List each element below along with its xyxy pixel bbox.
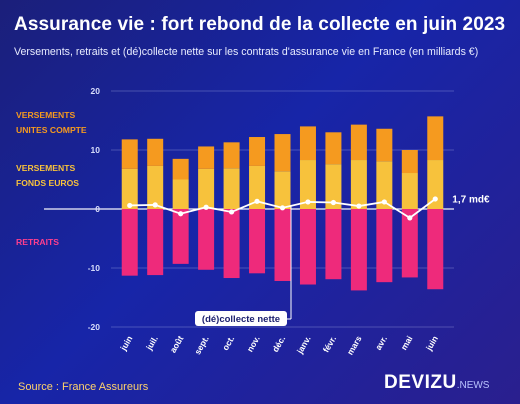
net-collection-point (381, 199, 387, 205)
net-collection-point (356, 203, 362, 209)
net-collection-point (228, 209, 235, 215)
net-collection-point (178, 211, 184, 217)
legend-versements-uc: VERSEMENTS UNITES COMPTE (16, 108, 87, 138)
bar-unites-compte (401, 150, 418, 174)
end-value-label: 1,7 md€ (452, 194, 490, 205)
bar-unites-compte (147, 138, 164, 166)
bar-retraits (325, 209, 342, 280)
bar-unites-compte (299, 126, 316, 161)
legend-versements-fonds-euros: VERSEMENTS FONDS EUROS (16, 161, 79, 191)
y-tick-label: 10 (91, 145, 101, 155)
x-tick-label: juil. (143, 334, 159, 353)
bar-retraits (401, 209, 418, 278)
bar-retraits (350, 209, 367, 291)
net-collection-point (203, 204, 209, 210)
bar-fonds-euros (198, 168, 215, 209)
x-tick-label: janv. (294, 334, 313, 356)
net-collection-point (279, 205, 286, 211)
bar-unites-compte (325, 132, 342, 165)
bar-fonds-euros (121, 168, 138, 209)
bar-retraits (249, 209, 266, 274)
bar-retraits (223, 209, 240, 279)
net-collection-point (432, 196, 438, 202)
bar-retraits (121, 209, 138, 276)
x-tick-label: mai (399, 334, 415, 352)
net-collection-point (127, 202, 133, 209)
legend-fe-line2: FONDS EUROS (16, 178, 80, 188)
net-collection-point (305, 199, 311, 205)
net-collection-point (407, 215, 413, 221)
chart-subtitle: Versements, retraits et (dé)collecte net… (14, 46, 479, 58)
bar-retraits (274, 209, 291, 281)
net-line-layer (127, 196, 438, 221)
bar-fonds-euros (427, 160, 444, 209)
y-tick-label: -20 (88, 322, 101, 332)
bar-retraits (376, 209, 393, 283)
bar-unites-compte (274, 134, 291, 172)
x-tick-label: oct. (220, 334, 236, 352)
bar-unites-compte (198, 146, 215, 169)
bar-retraits (427, 209, 444, 290)
bar-unites-compte (427, 116, 444, 161)
y-tick-label: 20 (91, 86, 101, 96)
brand-suffix: .NEWS (456, 380, 490, 391)
x-tick-label: mars (345, 334, 364, 357)
bar-fonds-euros (249, 165, 266, 209)
legend-uc-line2: UNITES COMPTE (16, 125, 87, 135)
x-tick-label: déc. (270, 334, 287, 354)
brand-logo: DEVIZU.NEWS (384, 372, 489, 394)
grid-layer (44, 90, 454, 328)
callout-label: (dé)collecte nette (202, 314, 280, 325)
bar-retraits (172, 209, 189, 264)
net-collection-point (254, 198, 260, 204)
bar-fonds-euros (325, 164, 342, 209)
x-tick-label: avr. (373, 334, 389, 352)
x-tick-label: juin (423, 334, 440, 353)
bar-fonds-euros (350, 160, 367, 209)
label-layer: 20 10 0 -10 -20 juin juil. août sept. oct. nov. déc… (88, 86, 490, 357)
bar-retraits (147, 209, 164, 276)
net-collection-point (152, 202, 158, 208)
x-tick-label: août (168, 334, 186, 355)
bar-unites-compte (249, 137, 266, 166)
chart-title: Assurance vie : fort rebond de la collec… (14, 14, 506, 35)
bar-fonds-euros (172, 179, 189, 209)
bar-unites-compte (376, 128, 393, 162)
bar-unites-compte (350, 124, 367, 161)
source-note: Source : France Assureurs (18, 381, 149, 393)
legend-fe-line1: VERSEMENTS (16, 163, 76, 173)
brand-name: DEVIZU (384, 372, 457, 393)
bar-fonds-euros (376, 161, 393, 209)
x-tick-label: sept. (192, 334, 211, 356)
bar-fonds-euros (401, 173, 418, 209)
y-tick-label: -10 (88, 263, 101, 273)
legend-retraits: RETRAITS (16, 237, 59, 247)
net-collection-point (330, 199, 337, 206)
callout-box (195, 311, 287, 326)
x-tick-label: nov. (245, 334, 262, 354)
bar-fonds-euros (274, 171, 291, 209)
bar-unites-compte (121, 139, 138, 169)
bar-retraits (299, 209, 316, 285)
bar-fonds-euros (223, 168, 240, 209)
bar-unites-compte (172, 158, 189, 180)
bars-layer (121, 116, 444, 291)
bar-fonds-euros (299, 160, 316, 209)
bar-retraits (198, 209, 215, 270)
bar-fonds-euros (147, 165, 164, 209)
x-tick-label: févr. (321, 334, 338, 354)
x-tick-label: juin (118, 334, 135, 353)
bar-unites-compte (223, 142, 240, 169)
legend-uc-line1: VERSEMENTS (16, 110, 76, 120)
y-tick-label: 0 (95, 204, 100, 214)
